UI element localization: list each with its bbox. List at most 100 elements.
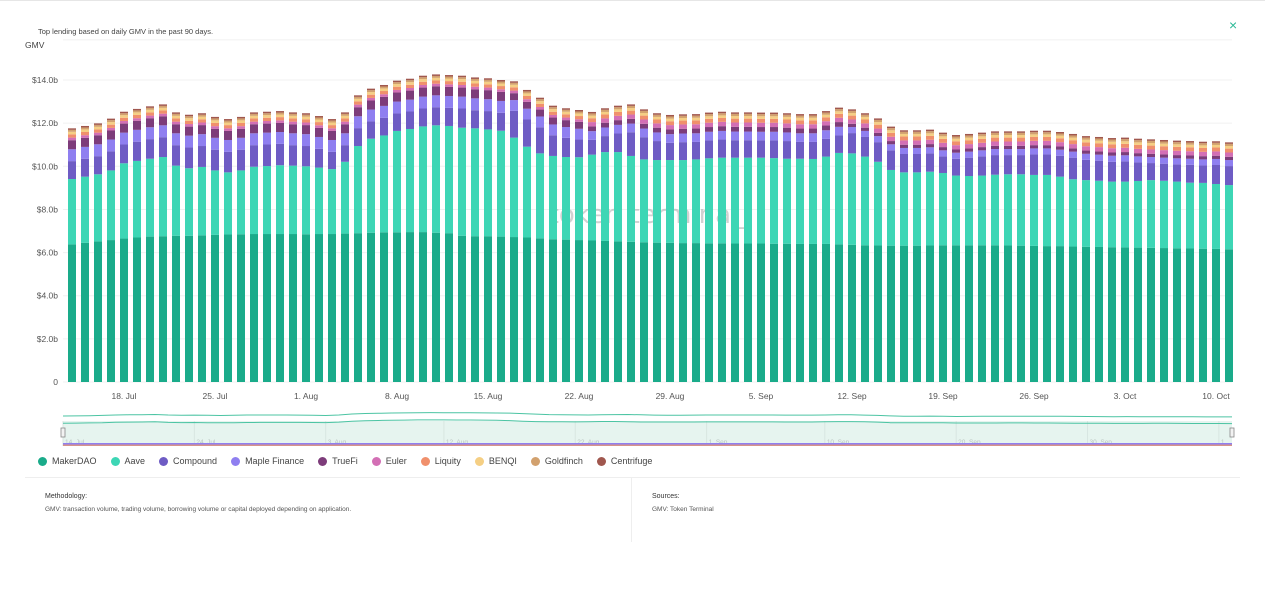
bar-stack[interactable] <box>302 113 310 382</box>
bar-stack[interactable] <box>1108 138 1116 382</box>
bar-stack[interactable] <box>796 114 804 382</box>
bar-stack[interactable] <box>588 111 596 382</box>
bar-stack[interactable] <box>354 95 362 382</box>
bar-stack[interactable] <box>835 107 843 382</box>
bar-stack[interactable] <box>978 132 986 382</box>
bar-stack[interactable] <box>809 114 817 382</box>
bar-stack[interactable] <box>861 113 869 382</box>
legend-item-euler[interactable]: Euler <box>371 456 407 466</box>
bar-stack[interactable] <box>276 111 284 382</box>
bar-stack[interactable] <box>406 78 414 382</box>
bar-stack[interactable] <box>471 77 479 382</box>
bar-stack[interactable] <box>900 130 908 382</box>
bar-stack[interactable] <box>146 106 154 382</box>
bar-stack[interactable] <box>185 114 193 382</box>
bar-stack[interactable] <box>315 116 323 382</box>
bar-stack[interactable] <box>705 112 713 382</box>
navigator[interactable]: 14. Jul 24. Jul 3. Aug 12. Aug 22. Aug 1. Sep… <box>60 412 1235 446</box>
bar-stack[interactable] <box>393 80 401 382</box>
legend-item-maple-finance[interactable]: Maple Finance <box>231 456 304 466</box>
bar-stack[interactable] <box>81 125 89 382</box>
legend-item-goldfinch[interactable]: Goldfinch <box>530 456 583 466</box>
bar-stack[interactable] <box>1225 142 1233 382</box>
bar-stack[interactable] <box>1121 137 1129 382</box>
legend-item-truefi[interactable]: TrueFi <box>318 456 358 466</box>
bar-stack[interactable] <box>536 97 544 382</box>
bar-stack[interactable] <box>1017 131 1025 382</box>
bar-stack[interactable] <box>627 104 635 382</box>
bar-stack[interactable] <box>432 74 440 382</box>
bar-stack[interactable] <box>1212 141 1220 382</box>
bar-stack[interactable] <box>666 114 674 382</box>
navigator-selection[interactable] <box>63 421 1232 446</box>
bar-stack[interactable] <box>133 108 141 382</box>
legend-item-aave[interactable]: Aave <box>110 456 145 466</box>
close-icon[interactable]: × <box>1229 17 1238 33</box>
bar-stack[interactable] <box>341 112 349 382</box>
bar-stack[interactable] <box>1056 132 1064 382</box>
bar-stack[interactable] <box>458 75 466 382</box>
bar-stack[interactable] <box>1069 133 1077 382</box>
bar-stack[interactable] <box>653 113 661 382</box>
bar-stack[interactable] <box>1147 139 1155 382</box>
bar-stack[interactable] <box>562 108 570 382</box>
bar-stack[interactable] <box>1199 141 1207 382</box>
bar-stack[interactable] <box>887 126 895 382</box>
bar-stack[interactable] <box>991 131 999 382</box>
bar-stack[interactable] <box>965 133 973 382</box>
bar-stack[interactable] <box>757 112 765 382</box>
navigator-handle-right[interactable] <box>1229 427 1235 438</box>
bar-stack[interactable] <box>1082 136 1090 382</box>
bar-stack[interactable] <box>380 84 388 382</box>
bar-stack[interactable] <box>744 112 752 382</box>
bar-stack[interactable] <box>939 132 947 382</box>
bar-stack[interactable] <box>1004 131 1012 382</box>
bar-stack[interactable] <box>770 112 778 382</box>
bar-stack[interactable] <box>952 135 960 382</box>
bar-stack[interactable] <box>549 105 557 382</box>
bar-stack[interactable] <box>198 113 206 382</box>
bar-stack[interactable] <box>263 111 271 382</box>
bar-stack[interactable] <box>1043 130 1051 382</box>
bar-stack[interactable] <box>874 118 882 382</box>
bar-stack[interactable] <box>718 111 726 382</box>
legend-item-liquity[interactable]: Liquity <box>420 456 461 466</box>
bar-stack[interactable] <box>94 123 102 382</box>
legend-item-makerdao[interactable]: MakerDAO <box>38 456 97 466</box>
bar-stack[interactable] <box>211 116 219 382</box>
bar-stack[interactable] <box>614 105 622 382</box>
bar-stack[interactable] <box>328 119 336 382</box>
bar-stack[interactable] <box>367 88 375 382</box>
bar-stack[interactable] <box>1173 140 1181 382</box>
bar-stack[interactable] <box>601 108 609 382</box>
bar-stack[interactable] <box>510 81 518 382</box>
bar-stack[interactable] <box>250 112 258 382</box>
navigator-handle-left[interactable] <box>60 427 66 438</box>
bar-stack[interactable] <box>1095 136 1103 382</box>
bar-stack[interactable] <box>575 110 583 382</box>
legend-item-centrifuge[interactable]: Centrifuge <box>596 456 652 466</box>
bar-stack[interactable] <box>224 119 232 382</box>
bar-stack[interactable] <box>237 116 245 382</box>
bar-stack[interactable] <box>159 104 167 382</box>
bar-stack[interactable] <box>1134 138 1142 382</box>
bar-stack[interactable] <box>523 89 531 382</box>
bar-stack[interactable] <box>289 112 297 382</box>
bar-stack[interactable] <box>172 112 180 382</box>
bar-stack[interactable] <box>1030 130 1038 382</box>
bar-stack[interactable] <box>68 128 76 382</box>
bar-stack[interactable] <box>913 130 921 382</box>
bar-stack[interactable] <box>497 80 505 382</box>
bar-stack[interactable] <box>692 114 700 382</box>
bar-stack[interactable] <box>848 109 856 382</box>
legend-item-compound[interactable]: Compound <box>159 456 217 466</box>
bar-stack[interactable] <box>445 75 453 382</box>
bar-stack[interactable] <box>484 78 492 382</box>
bar-stack[interactable] <box>1186 141 1194 382</box>
bar-stack[interactable] <box>731 112 739 382</box>
bar-stack[interactable] <box>822 111 830 382</box>
bar-stack[interactable] <box>419 75 427 382</box>
bar-stack[interactable] <box>783 113 791 382</box>
bar-stack[interactable] <box>679 114 687 382</box>
bar-stack[interactable] <box>120 111 128 382</box>
